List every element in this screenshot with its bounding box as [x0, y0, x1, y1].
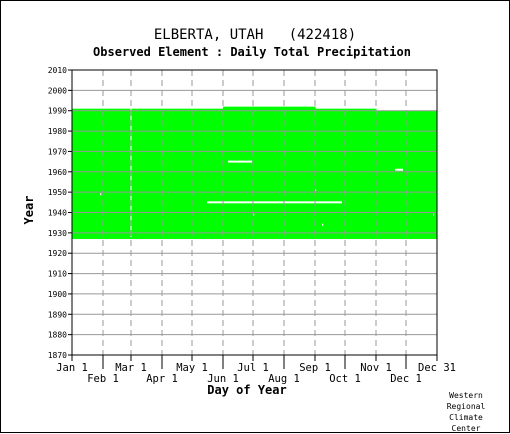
- y-tick-label: 1880: [48, 331, 67, 340]
- plot-border: [71, 69, 438, 356]
- y-tick-label: 2000: [48, 86, 67, 95]
- coverage-fill: [131, 108, 224, 239]
- x-tick-label: Sep 1: [299, 362, 331, 374]
- missing-data-segment: [100, 193, 102, 196]
- y-tick-label: 2010: [48, 66, 67, 75]
- coverage-fill: [223, 106, 316, 239]
- missing-data-segment: [228, 160, 252, 163]
- credit-line: Center: [451, 424, 481, 433]
- x-tick-label: Feb 1: [87, 373, 119, 385]
- x-tick-label: Apr 1: [146, 373, 178, 385]
- y-tick-label: 1940: [48, 209, 67, 218]
- y-tick-label: 1960: [48, 168, 67, 177]
- credit-line: Climate: [449, 413, 483, 422]
- x-tick-label: Dec 31: [418, 362, 456, 374]
- missing-data-segment: [395, 168, 403, 171]
- x-tick-label: Jan 1: [56, 362, 88, 374]
- x-axis-label: Day of Year: [207, 383, 286, 397]
- x-tick-label: Dec 1: [390, 373, 422, 385]
- coverage-fill: [72, 108, 132, 239]
- x-tick-label: Aug 1: [268, 373, 300, 385]
- x-tick-label: Nov 1: [360, 362, 392, 374]
- plot-area: 1870 1880 1890 1900 1910 1920 1930 1940 1950 1960…: [48, 66, 456, 385]
- x-tick-label: Jul 1: [237, 362, 269, 374]
- coverage-fill: [376, 110, 438, 239]
- missing-data-segment: [322, 223, 324, 226]
- y-tick-label: 1900: [48, 290, 67, 299]
- x-tick-label: May 1: [176, 362, 208, 374]
- credit-line: Western: [449, 391, 483, 400]
- y-tick-label: 1930: [48, 229, 67, 238]
- y-tick-label: 1870: [48, 351, 67, 360]
- missing-data-segment: [253, 213, 255, 216]
- credit-line: Regional: [446, 402, 486, 411]
- x-tick-label: Oct 1: [329, 373, 361, 385]
- missing-data-segment: [207, 201, 342, 204]
- y-tick-label: 1990: [48, 107, 67, 116]
- y-tick-label: 1980: [48, 127, 67, 136]
- y-axis-label: Year: [22, 196, 36, 225]
- missing-data-segment: [433, 213, 435, 216]
- x-tick-label: Mar 1: [115, 362, 147, 374]
- wrcc-credit: Western Regional Climate Center: [436, 390, 496, 434]
- chart-title: ELBERTA, UTAH (422418): [154, 27, 356, 43]
- y-tick-label: 1970: [48, 147, 67, 156]
- missing-data-segment: [315, 189, 317, 192]
- x-tick-label: Jun 1: [207, 373, 239, 385]
- y-tick-label: 1890: [48, 310, 67, 319]
- coverage-fill: [315, 108, 377, 239]
- y-tick-label: 1950: [48, 188, 67, 197]
- y-tick-label: 1920: [48, 249, 67, 258]
- chart-subtitle: Observed Element : Daily Total Precipita…: [93, 45, 411, 59]
- y-tick-label: 1910: [48, 270, 67, 279]
